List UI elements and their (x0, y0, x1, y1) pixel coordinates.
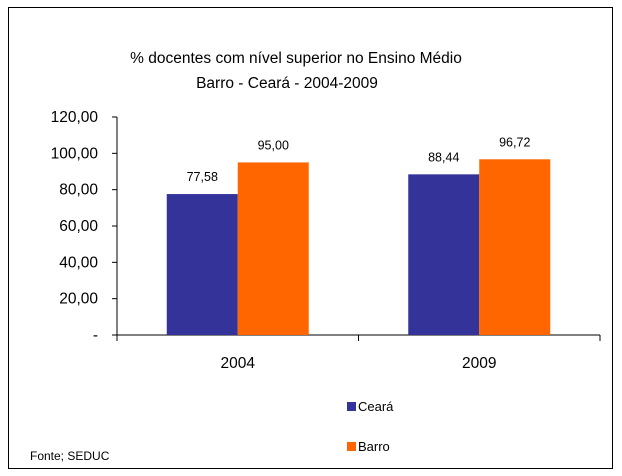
data-label: 88,44 (428, 150, 459, 164)
bar-barro-2009 (479, 159, 551, 335)
bar-cear--2004 (166, 194, 238, 335)
y-tick-label: 40,00 (59, 254, 98, 271)
chart-subtitle: Barro - Ceará - 2004-2009 (196, 75, 378, 92)
x-tick-label: 2004 (221, 355, 256, 372)
y-tick-label: - (93, 327, 98, 344)
y-tick-label: 120,00 (51, 109, 99, 126)
data-label: 96,72 (499, 135, 530, 149)
bar-barro-2004 (237, 162, 309, 335)
data-label: 77,58 (187, 170, 218, 184)
chart-title: % docentes com nível superior no Ensino … (130, 50, 462, 67)
y-axis: - 20,00 40,00 60,00 80,00 100,00 120,00 (51, 109, 118, 344)
y-tick-label: 60,00 (59, 218, 98, 235)
y-tick-label: 20,00 (59, 291, 98, 308)
bars: 77,58 95,00 88,44 96,72 (166, 135, 551, 335)
data-label: 95,00 (258, 138, 289, 152)
source-note: Fonte; SEDUC (30, 449, 110, 463)
x-tick-label: 2009 (462, 355, 496, 372)
legend-label: Barro (358, 439, 390, 454)
x-axis: 2004 2009 (116, 334, 601, 372)
legend-swatch (347, 402, 356, 411)
y-tick-label: 100,00 (51, 145, 99, 162)
y-tick-label: 80,00 (59, 182, 98, 199)
legend-label: Ceará (358, 399, 394, 414)
bar-cear--2009 (408, 174, 480, 335)
legend-swatch (347, 442, 356, 451)
legend: Ceará Barro (347, 399, 394, 454)
